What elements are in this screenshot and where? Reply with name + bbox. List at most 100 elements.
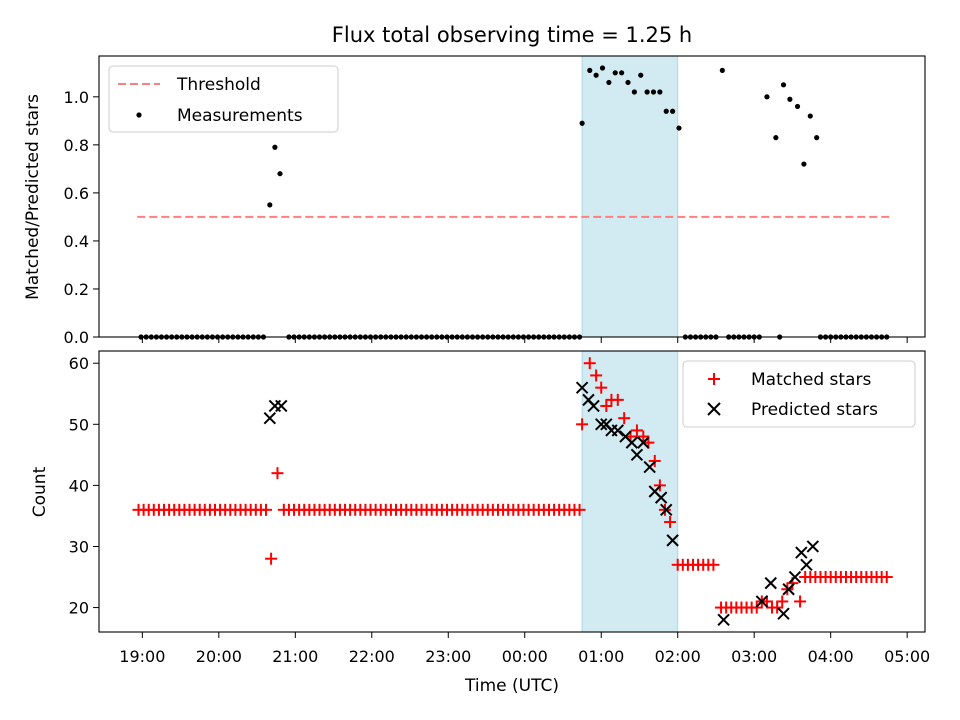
predicted-star-point [595,418,608,431]
matched-legend-label: Matched stars [751,370,871,390]
matched-star-point [648,454,661,467]
x-tick-label: 04:00 [808,647,854,666]
measurement-point [579,120,585,126]
x-stroke-b [263,411,277,425]
predicted-star-point [654,491,668,504]
y-tick-label: 60 [69,354,89,373]
measurement-point [787,96,793,102]
predicted-legend-swatch [707,402,721,416]
x-tick-label: 03:00 [731,647,777,666]
y-tick-label: 0.0 [64,328,89,347]
predicted-star-point [643,460,656,474]
measurement-point [764,94,770,100]
bottom-shaded-interval [581,350,679,633]
x-tick-label: 22:00 [349,647,395,666]
shaded-interval-rect [581,55,679,338]
x-axis-label: Time (UTC) [464,676,559,696]
measurement-point [619,70,625,76]
x-tick-label: 02:00 [655,647,701,666]
y-tick-label: 1.0 [64,88,89,107]
predicted-star-point [587,399,600,413]
matched-star-point [776,595,789,608]
x-stroke-b [275,399,288,413]
bottom-legend-box [682,360,916,428]
matched-star-point [653,479,666,492]
x-stroke-b [654,491,668,504]
top-legend-box [108,65,339,133]
matched-star-point [265,552,278,565]
measurement-point [631,89,637,95]
matched-star-point [794,595,807,608]
x-stroke-b [575,381,589,394]
bottom-x-ticks: 19:00 20:00 21:00 22:00 23:00 00:00 01:00 02:00… [119,632,930,666]
measurement-point [719,67,725,74]
predicted-star-point [666,534,679,547]
top-shaded-interval [581,55,679,338]
predicted-star-point [806,540,820,553]
matched-star-point [750,601,763,614]
measurement-point [794,103,801,110]
x-stroke-b [600,418,613,431]
y-tick-label: 20 [69,599,89,618]
predicted-star-point [625,436,639,449]
shaded-interval-rect [581,350,679,633]
measurement-point [599,65,606,71]
measurement-point [773,135,779,141]
x-stroke-b [795,546,808,559]
predicted-star-point [755,595,769,608]
matched-star-point [576,418,589,431]
x-stroke-b [611,424,625,437]
x-tick-label: 00:00 [502,647,548,666]
measurement-point [676,125,682,131]
x-stroke-b [619,430,632,443]
bottom-panel: 20 30 40 50 60 19:00 20:00 21:00 22:00 23:00 00:0… [30,350,930,696]
matched-star-point [590,369,603,382]
matched-star-point [611,393,624,406]
x-stroke-b [800,558,813,572]
predicted-star-point [782,583,795,596]
measurement-point [272,144,278,150]
x-stroke-b [648,485,661,498]
top-y-ticks: 0.0 0.2 0.4 0.6 0.8 1.0 [64,88,99,347]
x-stroke-b [806,540,820,553]
measurement-point [625,79,631,86]
bottom-legend: Matched stars Predicted stars [682,360,916,428]
x-tick-label: 20:00 [196,647,242,666]
x-stroke-b [788,570,802,584]
x-stroke-b [625,436,639,449]
x-tick-label: 05:00 [884,647,930,666]
matched-star-point [664,516,677,529]
top-x-ticks [141,337,908,343]
measurement-point [670,108,676,114]
y-tick-label: 0.6 [64,184,89,203]
predicted-star-point [660,503,673,517]
predicted-star-point [611,424,625,437]
top-legend: Threshold Measurements [108,65,339,133]
measurement-point [650,89,657,95]
top-y-axis-label: Matched/Predicted stars [23,94,43,300]
x-stroke-b [777,607,790,620]
y-tick-label: 40 [69,476,89,495]
bottom-axes-frame [98,350,926,633]
predicted-star-point [275,399,288,413]
predicted-star-point [717,613,730,626]
top-panel: 0.0 0.2 0.4 0.6 0.8 1.0 Matched/Predicted sta… [23,55,926,347]
threshold-legend-label: Threshold [176,75,261,95]
measurement-point [277,171,283,177]
measurement-point [814,135,820,141]
predicted-star-point [777,607,790,620]
matched-star-point [583,357,596,370]
x-stroke-b [755,595,769,608]
measurement-point [606,79,612,86]
measurements-legend-swatch [136,112,142,118]
matched-star-point [618,412,631,425]
x-stroke-b [637,436,650,449]
y-tick-label: 50 [69,415,89,434]
bottom-y-axis-label: Count [30,466,50,517]
y-tick-label: 0.2 [64,280,89,299]
predicted-star-point [630,448,644,462]
matched-star-point [771,601,784,614]
measurement-point [638,72,644,78]
x-stroke-b [595,418,608,431]
measurements-legend-label: Measurements [177,106,303,126]
